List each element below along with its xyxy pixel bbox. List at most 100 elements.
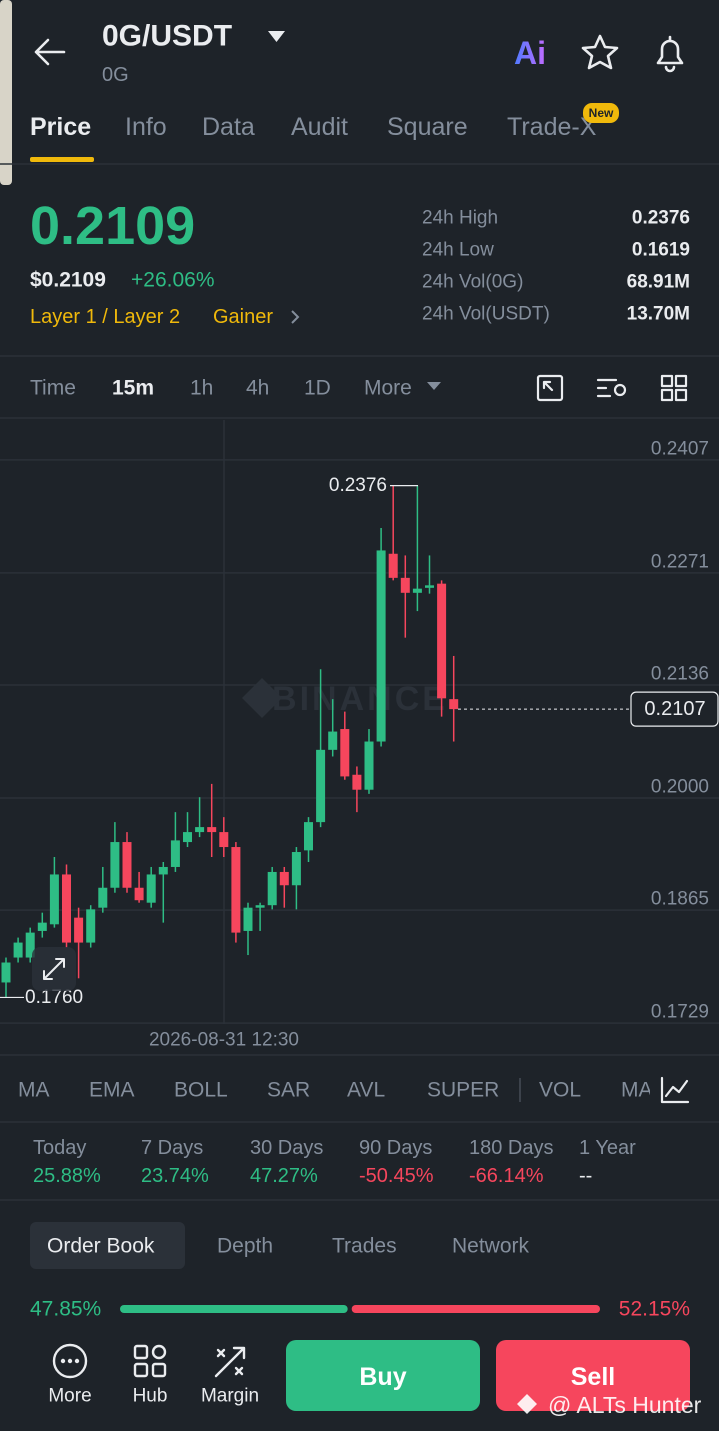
indicator[interactable]: SUPER	[427, 1079, 499, 1102]
candle-body	[74, 917, 84, 943]
stat-label: 24h Vol(0G)	[422, 272, 523, 293]
tab[interactable]: Audit	[291, 113, 348, 141]
candle-body	[267, 871, 277, 906]
candle-body	[243, 907, 253, 931]
tab[interactable]: Price	[30, 113, 91, 141]
last-price-box	[630, 691, 719, 727]
pair[interactable]: 0G/USDT	[102, 20, 232, 53]
period-label: 180 Days	[469, 1137, 554, 1159]
indicator[interactable]: MA	[621, 1079, 653, 1102]
stat-value: 68.91M	[627, 272, 690, 293]
book-tab[interactable]: Order Book	[47, 1235, 155, 1258]
candle-body	[13, 942, 23, 958]
stat-label: 24h Vol(USDT)	[422, 304, 550, 325]
chart-watermark: BINANCE	[272, 680, 448, 718]
y-tick-label: 0.1865	[651, 889, 709, 910]
active-book-tab[interactable]	[30, 1222, 185, 1269]
period-label: 1 Year	[579, 1137, 636, 1159]
period-label: 30 Days	[250, 1137, 323, 1159]
tab-badge	[583, 103, 619, 123]
more-caret[interactable]	[427, 382, 441, 390]
sell-label[interactable]: Sell	[571, 1363, 615, 1391]
watermark: @ ALTs Hunter	[548, 1392, 702, 1418]
candle-body	[449, 699, 459, 710]
pair-caret[interactable]	[268, 31, 285, 42]
period-change: -50.45%	[359, 1165, 434, 1187]
sell-ratio-label: 52.15%	[619, 1298, 690, 1321]
y-tick-label: 0.2136	[651, 664, 709, 685]
period-change: 23.74%	[141, 1165, 209, 1187]
chart: 0.2407 0.2271 0.2136 0.2000 0.1865 0.1729 BINA…	[0, 420, 719, 1051]
candle-body	[134, 887, 144, 901]
stat-value: 13.70M	[627, 304, 690, 325]
interval[interactable]: 1D	[304, 377, 331, 400]
back-icon[interactable]	[34, 38, 66, 66]
candle-body	[400, 577, 410, 593]
base-asset: 0G	[102, 64, 129, 86]
category-tag[interactable]: Layer 1 / Layer 2	[30, 306, 180, 328]
expand-icon[interactable]	[43, 958, 65, 980]
candle-body	[437, 583, 447, 699]
interval[interactable]: Time	[30, 377, 76, 400]
category-tag[interactable]: Gainer	[213, 306, 273, 328]
candle-body	[183, 832, 192, 843]
indicator-settings[interactable]	[660, 1076, 690, 1104]
interval[interactable]: 1h	[190, 377, 213, 400]
interval[interactable]: More	[364, 377, 412, 400]
y-tick-label: 0.2000	[651, 777, 709, 798]
book-tab[interactable]: Trades	[332, 1235, 397, 1258]
candle-body	[195, 827, 205, 833]
indicator[interactable]: EMA	[89, 1079, 135, 1102]
action-icons[interactable]	[52, 1343, 246, 1379]
stat-label: 24h High	[422, 208, 498, 229]
candle-body	[352, 774, 362, 790]
tab[interactable]: Trade-X	[507, 113, 597, 141]
stat-value: 0.2376	[632, 208, 690, 229]
action-label[interactable]: Margin	[201, 1386, 259, 1407]
indicator[interactable]: VOL	[539, 1079, 581, 1102]
book-tab[interactable]: Depth	[217, 1235, 273, 1258]
tab-badge-text: New	[589, 106, 614, 120]
buy-ratio-bar	[120, 1305, 348, 1313]
indicator[interactable]: MA	[18, 1079, 50, 1102]
y-tick-label: 0.2271	[651, 551, 709, 572]
candle-body	[25, 932, 35, 958]
star-icon[interactable]	[581, 34, 619, 70]
bell-icon[interactable]	[656, 35, 684, 73]
sell-button[interactable]	[496, 1340, 690, 1411]
stat-label: 24h Low	[422, 240, 494, 261]
buy-button[interactable]	[286, 1340, 480, 1411]
ai-button[interactable]: Ai	[514, 35, 546, 71]
watermark-logo	[517, 1394, 537, 1414]
indicator[interactable]: BOLL	[174, 1079, 228, 1102]
usd-price: $0.2109	[30, 269, 106, 292]
buy-label[interactable]: Buy	[359, 1363, 406, 1391]
y-tick-label: 0.1729	[651, 1002, 709, 1023]
action-label[interactable]: More	[48, 1386, 91, 1407]
tab[interactable]: Info	[125, 113, 167, 141]
period-change: 47.27%	[250, 1165, 318, 1187]
tab[interactable]: Square	[387, 113, 468, 141]
candle-body	[122, 842, 132, 888]
chart-tools[interactable]	[536, 374, 688, 402]
indicator[interactable]: AVL	[347, 1079, 385, 1102]
high-marker-label: 0.2376	[329, 475, 387, 496]
buy-ratio-label: 47.85%	[30, 1298, 101, 1321]
candle-body	[412, 588, 422, 593]
interval[interactable]: 4h	[246, 377, 269, 400]
action-label[interactable]: Hub	[133, 1386, 168, 1407]
book-tab[interactable]: Network	[452, 1235, 530, 1258]
interval[interactable]: 15m	[112, 377, 154, 400]
stat-value: 0.1619	[632, 240, 690, 261]
x-axis-label: 2026-08-31 12:30	[149, 1030, 299, 1051]
indicator[interactable]: SAR	[267, 1079, 310, 1102]
candle-body	[388, 553, 398, 578]
period-label: 90 Days	[359, 1137, 432, 1159]
period-change: --	[579, 1165, 592, 1187]
tab[interactable]: Data	[202, 113, 255, 141]
candle-body	[110, 842, 120, 888]
candle-body	[170, 840, 180, 867]
candle-body	[304, 822, 313, 851]
candle-body	[146, 874, 156, 903]
